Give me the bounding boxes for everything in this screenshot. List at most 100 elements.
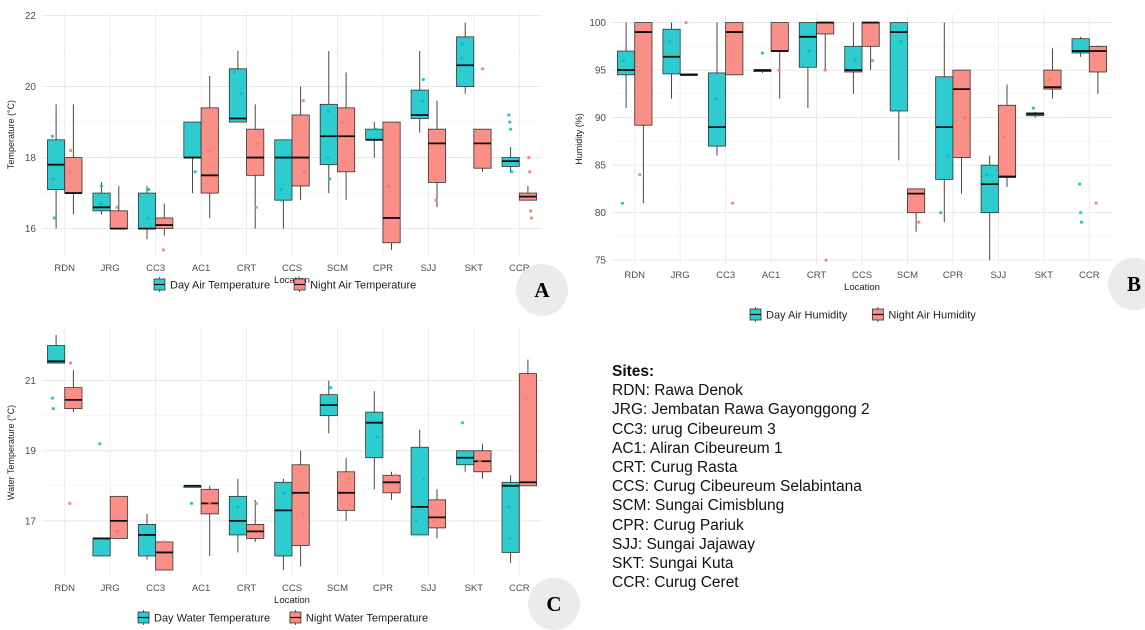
- data-point: [508, 536, 512, 541]
- box-night-water-temperature-crt: [246, 499, 265, 542]
- x-tick-label: CCS: [282, 263, 302, 274]
- data-point: [68, 170, 72, 174]
- box-night-water-temperature-ac1: [200, 485, 219, 556]
- data-point: [300, 512, 305, 516]
- data-point: [985, 173, 989, 177]
- box-body: [337, 471, 356, 511]
- x-tick-label: AC1: [762, 270, 780, 281]
- box-body: [707, 72, 727, 147]
- box-body: [1088, 45, 1107, 73]
- sites-title: Sites:: [612, 363, 655, 380]
- data-point: [387, 184, 391, 188]
- data-point: [620, 201, 625, 205]
- data-point: [507, 505, 511, 509]
- data-point: [1001, 135, 1005, 139]
- x-tick-label: SCM: [897, 270, 918, 281]
- legend: Day Water Temperature Night Water Tempera…: [137, 610, 428, 625]
- data-point: [1031, 106, 1035, 110]
- box-day-air-humidity-cpr: [935, 22, 954, 223]
- box-night-air-temperature-rdn: [64, 104, 83, 215]
- box-day-water-temperature-cc3: [137, 513, 157, 560]
- y-tick-label: 20: [25, 82, 37, 93]
- box-body: [155, 541, 174, 571]
- box-day-water-temperature-jrg: [92, 537, 111, 557]
- x-tick-label: JRG: [671, 270, 690, 281]
- box-body: [518, 373, 537, 487]
- box-day-air-humidity-sjj: [980, 155, 999, 261]
- box-body: [228, 68, 247, 123]
- data-point: [478, 459, 482, 463]
- data-point: [527, 155, 531, 160]
- box-day-air-temperature-skt: [456, 22, 475, 94]
- y-tick-label: 18: [25, 153, 37, 164]
- chart-panel-b: 75 80 85 90 95 100 RDN JRG CC3 AC1 CRT CCS SCM CPR SJJ…: [560, 0, 1145, 330]
- x-tick-label: SJJ: [420, 583, 436, 594]
- y-axis-title: Humidity (%): [574, 113, 584, 165]
- box-night-air-humidity-rdn: [634, 22, 653, 204]
- data-point: [508, 120, 512, 124]
- site-item: CRT: Curug Rasta: [612, 459, 738, 477]
- x-tick-label: CRT: [807, 270, 827, 281]
- box-body: [844, 45, 863, 73]
- box-day-water-temperature-skt: [456, 450, 475, 472]
- box-body: [952, 69, 971, 158]
- box-body: [382, 121, 401, 244]
- data-point: [638, 173, 642, 177]
- data-point: [282, 491, 286, 495]
- data-point: [393, 473, 397, 477]
- x-tick-label: SJJ: [990, 270, 1006, 281]
- box-body: [319, 103, 338, 166]
- legend-label: Night Air Humidity: [888, 310, 976, 322]
- x-tick-label: SKT: [1035, 270, 1054, 281]
- box-night-air-temperature-cc3: [155, 203, 174, 236]
- site-item: CC3: urug Cibeureum 3: [612, 420, 776, 438]
- box-body: [634, 22, 653, 126]
- box-body: [427, 128, 447, 183]
- site-item: SKT: Sungai Kuta: [612, 555, 734, 573]
- legend: Day Air Temperature Night Air Temperature: [153, 277, 416, 292]
- y-tick-label: 95: [595, 66, 607, 77]
- data-point: [69, 148, 73, 153]
- y-tick-label: 16: [25, 224, 37, 235]
- data-point: [684, 20, 688, 25]
- box-day-water-temperature-scm: [319, 380, 338, 434]
- legend-label: Night Water Temperature: [306, 613, 428, 625]
- box-body: [410, 89, 429, 119]
- box-day-air-temperature-cpr: [365, 122, 384, 158]
- x-tick-label: SJJ: [420, 263, 436, 274]
- x-tick-label: CPR: [373, 263, 393, 274]
- box-body: [246, 128, 265, 176]
- data-point: [870, 58, 875, 63]
- data-point: [302, 170, 306, 174]
- box-night-water-temperature-jrg: [109, 495, 128, 539]
- y-tick-label: 19: [25, 446, 37, 457]
- sites-legend: Sites: RDN: Rawa Denok JRG: Jembatan Rawa…: [612, 362, 870, 592]
- data-point: [146, 216, 150, 220]
- box-night-air-humidity-scm: [907, 188, 926, 232]
- box-body: [200, 488, 219, 515]
- legend: Day Air Humidity Night Air Humidity: [749, 307, 976, 322]
- data-point: [509, 170, 514, 174]
- data-point: [326, 155, 330, 160]
- box-night-air-humidity-crt: [816, 21, 835, 71]
- box-body: [662, 28, 681, 75]
- y-tick-label: 85: [595, 161, 607, 172]
- box-day-air-temperature-sjj: [410, 51, 429, 133]
- box-body: [798, 22, 817, 68]
- panel-badge-c: C: [528, 578, 580, 630]
- box-night-air-temperature-scm: [337, 72, 356, 201]
- box-body: [337, 107, 356, 173]
- data-point: [621, 58, 625, 63]
- data-point: [161, 248, 165, 252]
- data-point: [823, 68, 827, 72]
- data-point: [917, 220, 921, 224]
- box-day-air-humidity-cc3: [707, 22, 727, 156]
- data-point: [414, 519, 418, 523]
- y-tick-label: 80: [595, 208, 607, 219]
- x-tick-label: CC3: [716, 270, 735, 281]
- box-body: [725, 22, 744, 76]
- humidity-boxplot-chart: 75 80 85 90 95 100 RDN JRG CC3 AC1 CRT CCS SCM CPR SJJ…: [574, 14, 1112, 322]
- box-night-air-humidity-sjj: [997, 84, 1017, 188]
- box-body: [980, 164, 999, 214]
- box-day-air-humidity-skt: [1026, 111, 1045, 118]
